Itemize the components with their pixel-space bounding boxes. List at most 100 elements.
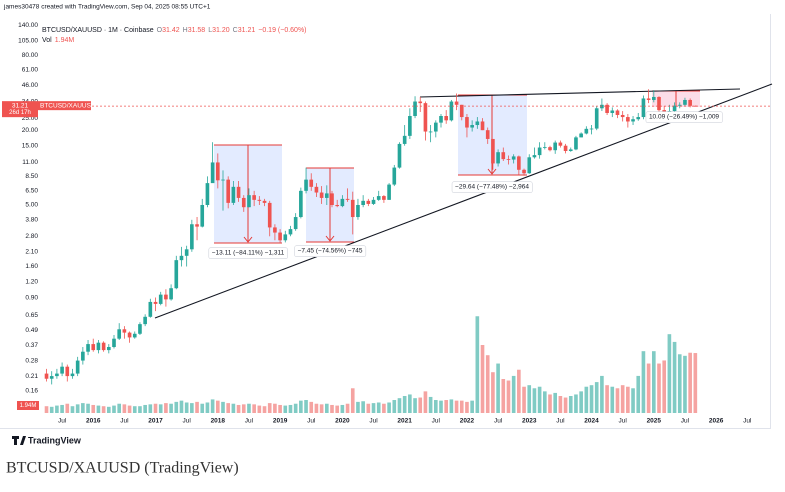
candle-body (626, 117, 630, 122)
y-tick-label: 25.00 (22, 115, 39, 122)
x-tick-label: 2017 (148, 418, 163, 425)
candle-body (200, 204, 205, 227)
countdown: 26d 17h (9, 110, 31, 116)
volume-bar (542, 391, 547, 413)
candle-body (392, 167, 397, 185)
volume-bar (459, 400, 464, 413)
y-tick-label: 2.80 (25, 233, 38, 240)
x-tick-label: Jul (183, 418, 192, 425)
volume-bar (423, 391, 428, 413)
candle-body (122, 329, 127, 333)
candle-body (340, 198, 345, 207)
volume-legend: Vol 1.94M (42, 37, 74, 44)
volume-bar (81, 403, 85, 413)
volume-bar (356, 401, 360, 413)
candle-body (179, 255, 184, 261)
candle-body (195, 224, 199, 227)
candle-body (81, 351, 85, 361)
volume-bar (86, 403, 90, 413)
candle-body (278, 232, 282, 241)
volume-bar (65, 403, 70, 413)
volume-bar (631, 388, 635, 413)
candle-body (257, 199, 262, 201)
volume-bar (454, 400, 459, 413)
ohlc-value: 31.42 (162, 27, 180, 34)
candle-body (205, 183, 210, 205)
candle-body (86, 344, 90, 352)
measurement-box (208, 247, 288, 260)
candle-body (688, 99, 692, 106)
volume-bar (49, 406, 54, 413)
candle-body (439, 116, 443, 123)
trend-line (419, 88, 741, 98)
candle-body (568, 149, 573, 151)
candle-body (345, 198, 350, 200)
volume-bar (496, 363, 500, 413)
volume-bar (340, 404, 345, 413)
candle-body (480, 121, 485, 131)
volume-bar (267, 403, 272, 413)
candle-body (335, 204, 340, 207)
volume-bar (91, 404, 96, 413)
y-tick-label: 8.50 (25, 173, 38, 180)
y-tick-label: 2.10 (25, 249, 38, 256)
y-tick-label: 46.00 (22, 82, 39, 89)
candle-body (636, 117, 641, 120)
volume-bar (480, 345, 485, 413)
volume-bar (662, 360, 667, 413)
volume-bar (501, 379, 506, 413)
x-tick-label: Jul (369, 418, 378, 425)
volume-bar (428, 396, 433, 413)
candle-body (563, 145, 568, 151)
candle-body (299, 190, 303, 218)
volume-bar (164, 403, 168, 413)
candle-body (672, 105, 677, 112)
candle-body (548, 147, 552, 151)
volume-bar (200, 403, 205, 413)
volume-bar (636, 375, 641, 413)
ohlc-key: L (208, 27, 212, 34)
volume-bar (605, 385, 609, 413)
candle-body (418, 101, 423, 104)
y-tick-label: 80.00 (22, 52, 39, 59)
candle-body (226, 179, 231, 203)
y-tick-label: 0.28 (25, 357, 38, 364)
candle-body (70, 373, 75, 377)
volume-bar (408, 394, 412, 413)
legend-header: BTCUSD/XAUUSD · 1M · Coinbase O31.42 H31.5… (42, 27, 307, 34)
volume-tag: 1.94M (20, 403, 37, 409)
x-tick-label: 2023 (522, 418, 537, 425)
vol-value: 1.94M (55, 37, 75, 44)
volume-bar (283, 405, 288, 413)
x-tick-label: 2026 (709, 418, 724, 425)
candle-body (496, 152, 500, 164)
volume-bar (553, 392, 558, 413)
volume-bar (350, 388, 355, 413)
candle-body (361, 200, 365, 205)
volume-bar (314, 403, 319, 413)
ohlc-value: 31.58 (188, 27, 206, 34)
volume-bar (247, 403, 251, 413)
y-tick-label: 0.37 (25, 342, 38, 349)
candle-body (517, 156, 521, 170)
candle-body (164, 294, 168, 300)
y-tick-label: 11.00 (22, 159, 38, 166)
measurement-label: −29.64 (−77.48%) −2,964 (455, 184, 529, 191)
volume-bar (252, 404, 256, 413)
volume-bar (132, 406, 137, 413)
x-tick-label: Jul (556, 418, 565, 425)
candle-body (184, 249, 189, 256)
volume-bar (44, 406, 49, 413)
candle-body (215, 162, 220, 181)
volume-bar (651, 351, 656, 413)
x-tick-label: 2019 (273, 418, 288, 425)
measurement-labels: −13.11 (−84.11%) −1,311 −7.45 (−74.56%) −… (208, 111, 723, 260)
x-tick-label: 2020 (335, 418, 350, 425)
volume-bar (491, 372, 495, 413)
candle-body (646, 98, 651, 100)
volume-bar (278, 404, 282, 413)
volume-bar (288, 404, 293, 413)
x-tick-label: Jul (743, 418, 752, 425)
candle-body (247, 195, 251, 208)
